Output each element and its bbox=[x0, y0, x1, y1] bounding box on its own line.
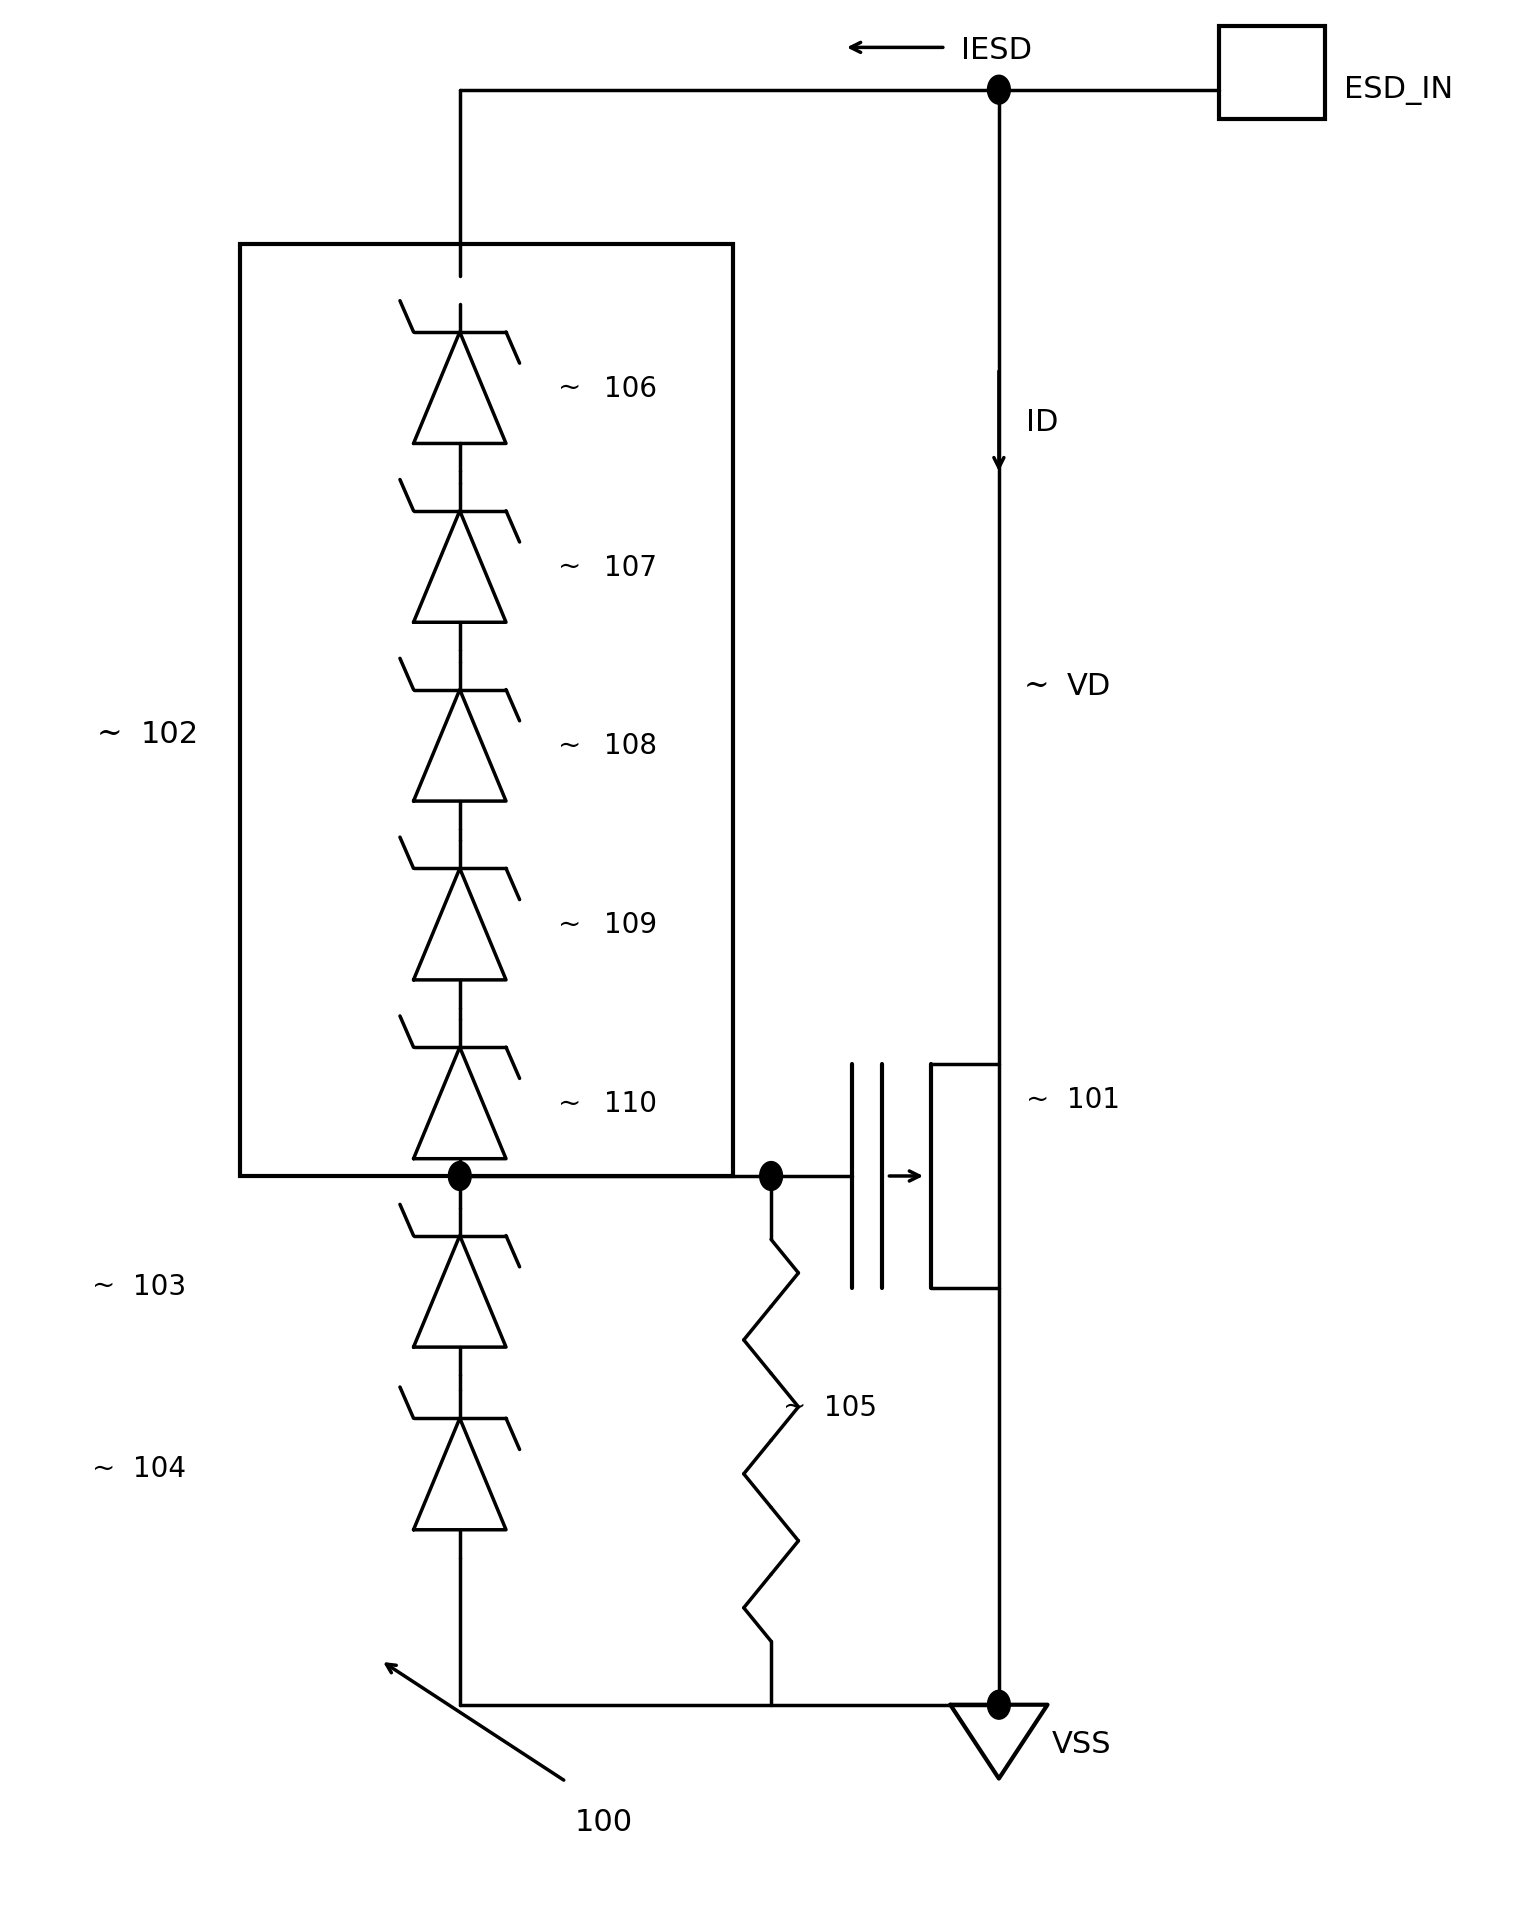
Text: ~: ~ bbox=[557, 733, 582, 758]
Text: ~: ~ bbox=[557, 911, 582, 938]
Bar bbox=[1219, 27, 1325, 120]
Text: 103: 103 bbox=[133, 1272, 186, 1301]
Bar bbox=[240, 245, 733, 1177]
Text: ~: ~ bbox=[98, 718, 122, 751]
Text: 106: 106 bbox=[605, 374, 657, 403]
Text: ~: ~ bbox=[783, 1393, 806, 1420]
Text: VSS: VSS bbox=[1052, 1729, 1112, 1758]
Circle shape bbox=[449, 1162, 472, 1191]
Circle shape bbox=[760, 1162, 782, 1191]
Text: ID: ID bbox=[1026, 407, 1058, 436]
Circle shape bbox=[988, 75, 1011, 104]
Text: 109: 109 bbox=[605, 911, 657, 938]
Text: 110: 110 bbox=[605, 1089, 657, 1117]
Text: IESD: IESD bbox=[960, 37, 1032, 66]
Text: ~: ~ bbox=[92, 1272, 115, 1299]
Text: VD: VD bbox=[1067, 672, 1112, 701]
Text: ESD_IN: ESD_IN bbox=[1344, 75, 1452, 104]
Circle shape bbox=[988, 1691, 1011, 1720]
Text: 107: 107 bbox=[605, 554, 657, 581]
Text: ~: ~ bbox=[1023, 672, 1049, 703]
Text: 104: 104 bbox=[133, 1455, 186, 1482]
Text: 102: 102 bbox=[140, 720, 199, 749]
Text: ~: ~ bbox=[557, 374, 582, 401]
Text: ~: ~ bbox=[1026, 1087, 1049, 1114]
Text: ~: ~ bbox=[557, 1090, 582, 1117]
Text: 101: 101 bbox=[1067, 1085, 1121, 1114]
Text: ~: ~ bbox=[557, 554, 582, 581]
Text: 100: 100 bbox=[576, 1806, 634, 1835]
Text: 108: 108 bbox=[605, 731, 657, 760]
Text: 105: 105 bbox=[825, 1393, 876, 1420]
Text: ~: ~ bbox=[92, 1455, 115, 1482]
